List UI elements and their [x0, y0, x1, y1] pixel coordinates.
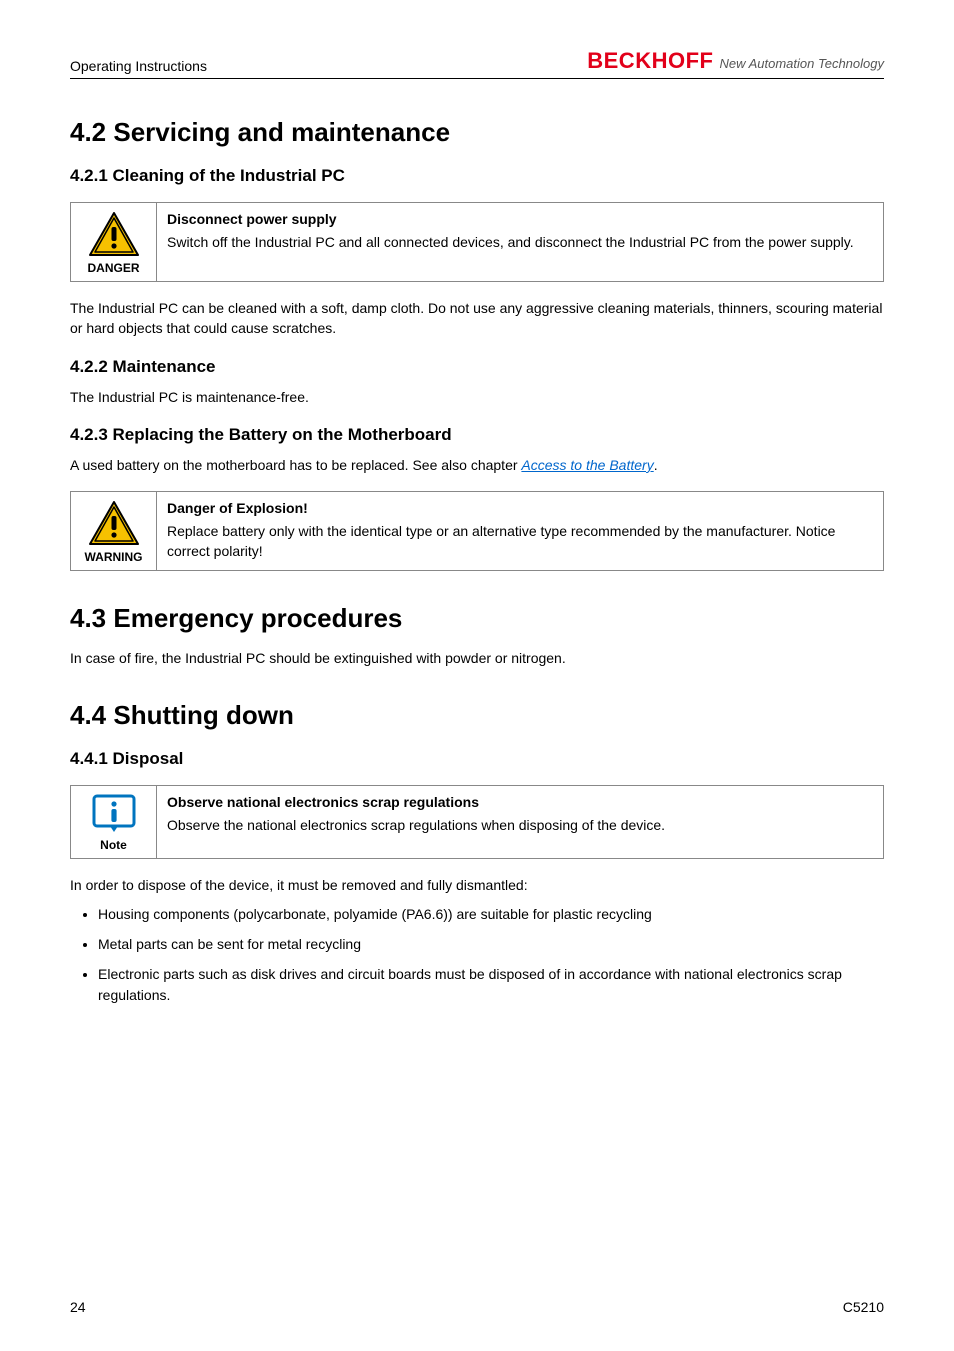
callout-note-body: Observe the national electronics scrap r…	[167, 816, 873, 836]
heading-4-2: 4.2 Servicing and maintenance	[70, 117, 884, 148]
para-4-3: In case of fire, the Industrial PC shoul…	[70, 648, 884, 668]
callout-warning-text: Danger of Explosion! Replace battery onl…	[157, 492, 883, 570]
heading-4-2-3: 4.2.3 Replacing the Battery on the Mothe…	[70, 425, 884, 445]
list-item: Electronic parts such as disk drives and…	[98, 964, 884, 1005]
brand-logo: BECKHOFF	[587, 48, 713, 74]
link-access-battery[interactable]: Access to the Battery	[521, 457, 653, 473]
heading-4-4: 4.4 Shutting down	[70, 700, 884, 731]
callout-note-text: Observe national electronics scrap regul…	[157, 786, 883, 858]
header-right: BECKHOFF New Automation Technology	[587, 48, 884, 74]
heading-4-3: 4.3 Emergency procedures	[70, 603, 884, 634]
callout-danger-icon-cell: DANGER	[71, 203, 157, 281]
header-left: Operating Instructions	[70, 58, 207, 74]
callout-note-title: Observe national electronics scrap regul…	[167, 794, 873, 810]
disposal-list: Housing components (polycarbonate, polya…	[98, 904, 884, 1005]
callout-warning-title: Danger of Explosion!	[167, 500, 873, 516]
note-icon	[92, 794, 136, 834]
callout-warning: WARNING Danger of Explosion! Replace bat…	[70, 491, 884, 571]
para-4-2-2: The Industrial PC is maintenance-free.	[70, 387, 884, 407]
para-4-2-3-post: .	[654, 457, 658, 473]
para-4-2-1: The Industrial PC can be cleaned with a …	[70, 298, 884, 339]
callout-warning-label: WARNING	[85, 550, 143, 564]
para-4-2-3-pre: A used battery on the motherboard has to…	[70, 457, 521, 473]
list-item: Housing components (polycarbonate, polya…	[98, 904, 884, 924]
callout-danger-body: Switch off the Industrial PC and all con…	[167, 233, 873, 253]
footer: 24 C5210	[70, 1299, 884, 1315]
callout-note-icon-cell: Note	[71, 786, 157, 858]
page-number: 24	[70, 1299, 86, 1315]
heading-4-2-1: 4.2.1 Cleaning of the Industrial PC	[70, 166, 884, 186]
danger-icon	[88, 211, 140, 257]
para-4-2-3: A used battery on the motherboard has to…	[70, 455, 884, 475]
header: Operating Instructions BECKHOFF New Auto…	[70, 48, 884, 79]
warning-icon	[88, 500, 140, 546]
heading-4-2-2: 4.2.2 Maintenance	[70, 357, 884, 377]
callout-warning-body: Replace battery only with the identical …	[167, 522, 873, 561]
callout-danger-text: Disconnect power supply Switch off the I…	[157, 203, 883, 281]
doc-code: C5210	[843, 1299, 884, 1315]
para-4-4-1: In order to dispose of the device, it mu…	[70, 875, 884, 895]
heading-4-4-1: 4.4.1 Disposal	[70, 749, 884, 769]
brand-tagline: New Automation Technology	[719, 56, 884, 71]
callout-danger: DANGER Disconnect power supply Switch of…	[70, 202, 884, 282]
list-item: Metal parts can be sent for metal recycl…	[98, 934, 884, 954]
callout-warning-icon-cell: WARNING	[71, 492, 157, 570]
callout-note-label: Note	[100, 838, 127, 852]
callout-note: Note Observe national electronics scrap …	[70, 785, 884, 859]
callout-danger-label: DANGER	[87, 261, 139, 275]
callout-danger-title: Disconnect power supply	[167, 211, 873, 227]
